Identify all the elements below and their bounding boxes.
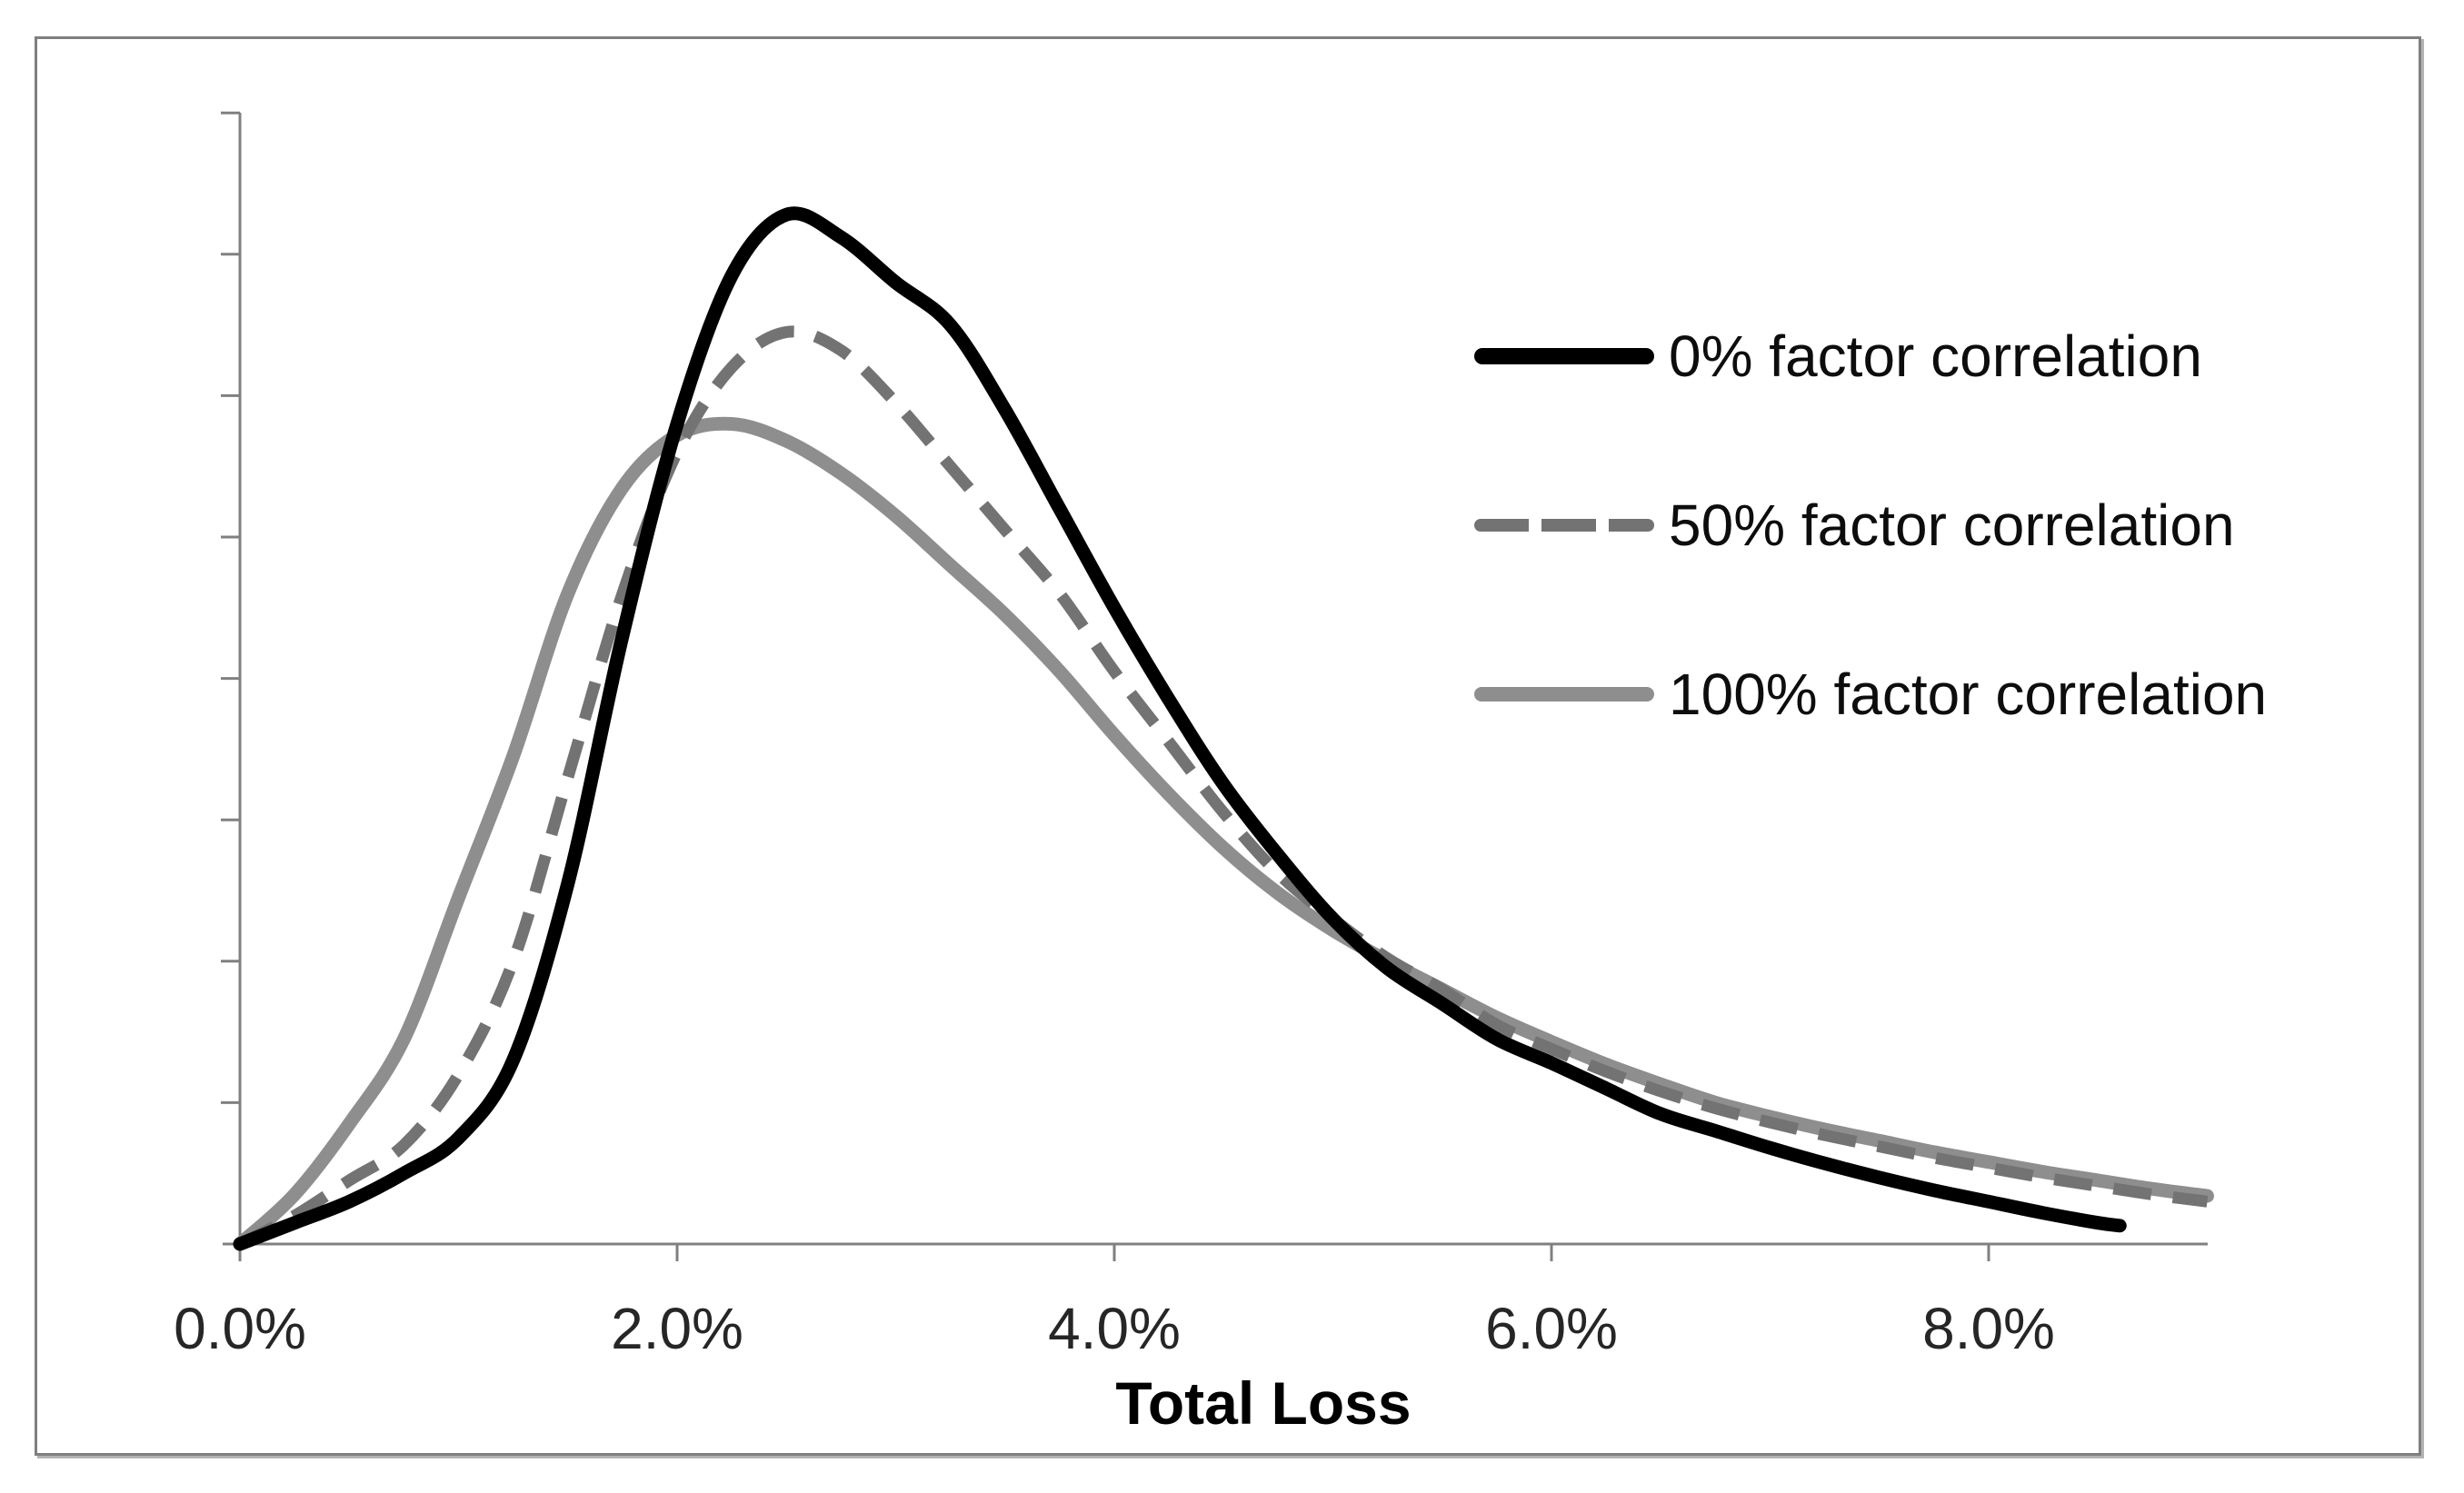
x-axis-title: Total Loss xyxy=(1115,1369,1412,1437)
legend-item-label: 100% factor correlation xyxy=(1669,662,2268,727)
legend-item-label: 50% factor correlation xyxy=(1669,493,2235,558)
legend-key-line xyxy=(1474,519,1654,532)
x-tick-label-3: 6.0% xyxy=(1485,1296,1618,1361)
legend-item-label: 0% factor correlation xyxy=(1669,323,2202,389)
legend: 0% factor correlation 50% factor correla… xyxy=(1474,272,2267,779)
legend-key-line xyxy=(1474,687,1654,702)
x-tick-label-2: 4.0% xyxy=(1048,1296,1181,1361)
legend-key-line xyxy=(1474,348,1654,364)
legend-item-1: 50% factor correlation xyxy=(1474,441,2267,610)
x-tick-label-0: 0.0% xyxy=(174,1296,306,1361)
chart-frame xyxy=(35,36,2421,1456)
x-tick-label-4: 8.0% xyxy=(1922,1296,2055,1361)
legend-item-2: 100% factor correlation xyxy=(1474,610,2267,779)
legend-item-0: 0% factor correlation xyxy=(1474,272,2267,441)
x-tick-label-1: 2.0% xyxy=(611,1296,743,1361)
